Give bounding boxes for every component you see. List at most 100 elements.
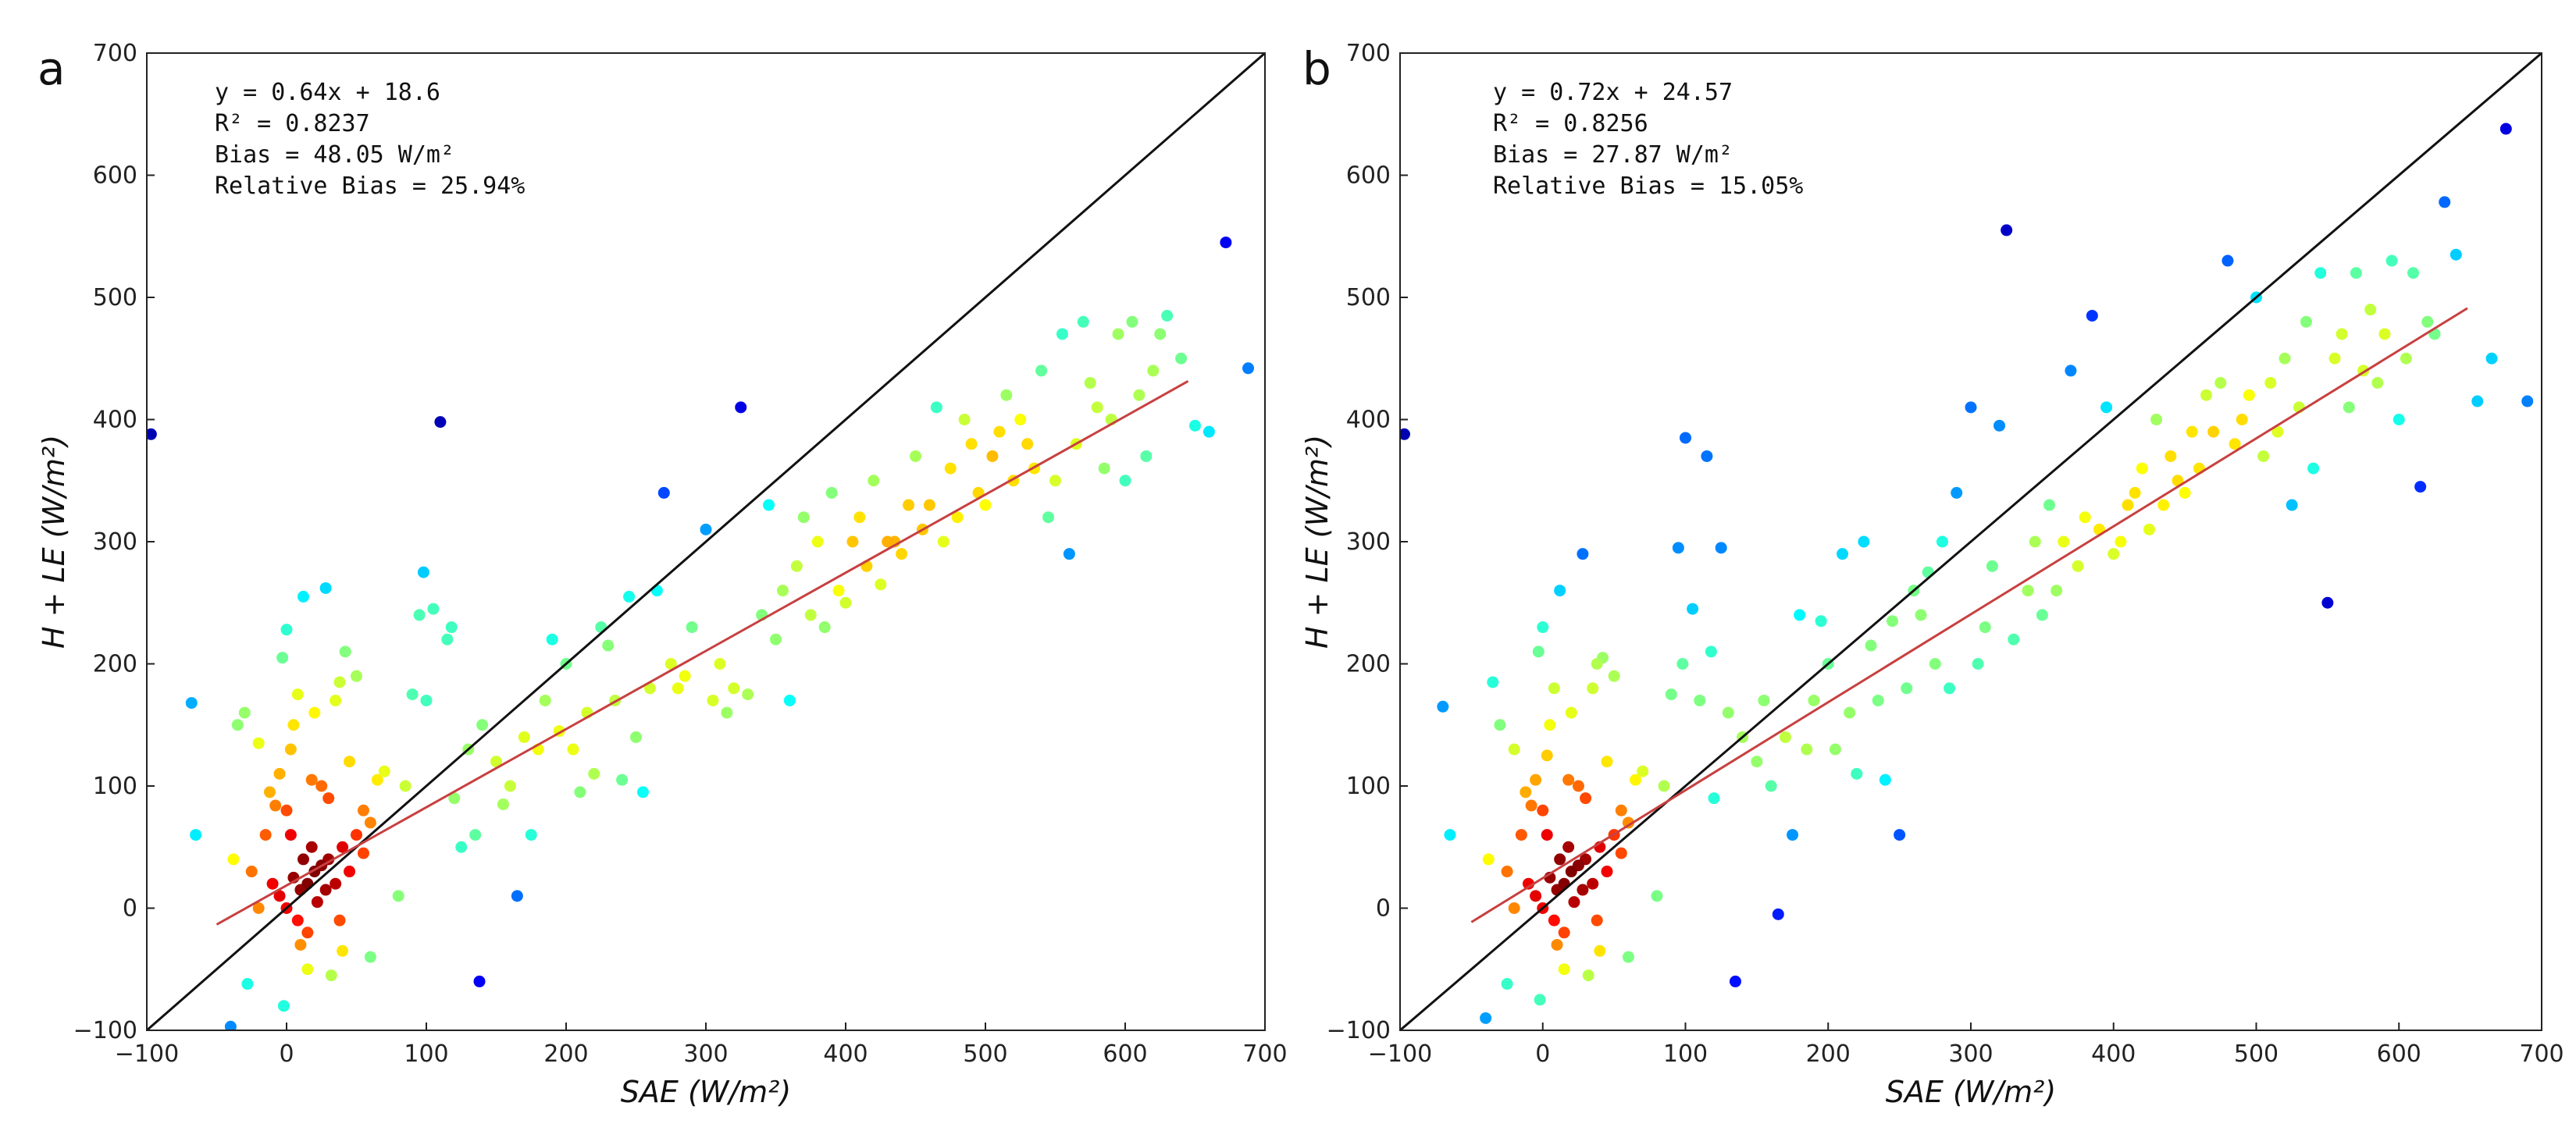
x-tick-label: −100 <box>1368 1040 1432 1068</box>
data-point <box>1520 786 1532 798</box>
data-point <box>657 486 670 499</box>
data-point <box>333 676 346 688</box>
data-point <box>1837 548 1849 560</box>
data-point <box>308 706 321 719</box>
data-point <box>2264 377 2277 389</box>
y-tick-label: 700 <box>93 40 137 67</box>
data-point <box>1622 816 1634 829</box>
data-point <box>2414 481 2427 493</box>
data-point <box>238 706 251 719</box>
data-point <box>1608 670 1620 682</box>
data-point <box>371 774 383 786</box>
data-point <box>1480 1012 1492 1024</box>
data-point <box>2499 123 2512 135</box>
data-point <box>357 804 369 816</box>
data-point <box>1532 646 1545 658</box>
data-point <box>672 682 684 695</box>
data-point <box>1119 475 1131 487</box>
panel-b-relative-bias: Relative Bias = 15.05% <box>1493 172 1803 200</box>
data-point <box>227 853 240 866</box>
x-tick-label: 200 <box>543 1040 588 1068</box>
data-point <box>2407 267 2420 279</box>
data-point <box>504 780 516 792</box>
data-point <box>2278 352 2291 365</box>
data-point <box>1665 688 1677 701</box>
data-point <box>337 944 349 957</box>
data-point <box>2471 395 2484 407</box>
data-point <box>339 646 351 658</box>
x-tick-label: 400 <box>823 1040 868 1068</box>
data-point <box>1112 328 1124 340</box>
data-point <box>1851 767 1863 780</box>
x-tick-label: 0 <box>1535 1040 1550 1068</box>
data-point <box>2439 196 2451 208</box>
x-tick-label: 100 <box>1663 1040 1708 1068</box>
data-point <box>259 829 272 841</box>
data-point <box>276 652 289 664</box>
data-point <box>1548 914 1560 926</box>
data-point <box>273 890 286 902</box>
data-point <box>1501 866 1513 878</box>
data-point <box>2385 254 2398 267</box>
data-point <box>832 585 845 597</box>
data-point <box>2086 309 2098 322</box>
data-point <box>1161 309 1174 322</box>
data-point <box>1562 774 1575 786</box>
y-tick-label: 500 <box>93 284 137 311</box>
y-tick-label: −100 <box>1327 1017 1391 1044</box>
data-point <box>2179 486 2191 499</box>
data-point <box>1487 676 1499 688</box>
data-point <box>636 786 649 798</box>
data-point <box>2229 438 2241 450</box>
one-to-one-line <box>1400 53 2542 1030</box>
panel-b-equation: y = 0.72x + 24.57 <box>1493 79 1733 106</box>
data-point <box>1622 951 1634 963</box>
data-point <box>2172 475 2184 487</box>
data-point <box>2143 523 2155 535</box>
data-point <box>2485 352 2498 365</box>
data-point <box>280 804 293 816</box>
data-point <box>2058 535 2070 548</box>
data-point <box>1765 780 1777 792</box>
data-point <box>1587 877 1599 890</box>
data-point <box>2043 499 2056 511</box>
y-tick-label: 0 <box>123 895 137 923</box>
data-point <box>1965 401 1977 414</box>
data-point <box>1437 700 1449 713</box>
data-point <box>2521 395 2534 407</box>
data-point <box>266 877 279 890</box>
data-point <box>1133 389 1145 401</box>
data-point <box>301 877 314 890</box>
data-point <box>1558 926 1570 939</box>
x-tick-label: 400 <box>2091 1040 2136 1068</box>
data-point <box>1615 847 1627 859</box>
data-point <box>1537 804 1549 816</box>
data-point <box>2214 377 2227 389</box>
data-point <box>714 658 726 670</box>
panel-b-ticks: −100 0 100 200 300 400 500 600 700 −100 0 100 200 300… <box>1327 40 2564 1068</box>
data-point <box>1554 585 1566 597</box>
data-point <box>1858 535 1870 548</box>
panel-b-xlabel: SAE (W/m²) <box>1886 1075 2056 1109</box>
data-point <box>1565 866 1577 878</box>
panel-a: a −100 0 100 200 300 400 500 600 700 −100 0 100 200 3… <box>37 40 1288 1109</box>
data-point <box>1049 475 1061 487</box>
data-point <box>1694 694 1706 706</box>
data-point <box>445 621 458 634</box>
data-point <box>1808 694 1820 706</box>
data-point <box>1515 829 1527 841</box>
data-point <box>434 416 447 429</box>
data-point <box>325 969 337 982</box>
data-point <box>301 963 314 976</box>
data-point <box>2050 585 2063 597</box>
data-point <box>783 694 796 706</box>
data-point <box>1140 450 1153 462</box>
data-point <box>364 951 376 963</box>
data-point <box>322 792 335 805</box>
y-tick-label: 700 <box>1346 40 1391 67</box>
data-point <box>473 975 486 987</box>
panel-a-ticks: −100 0 100 200 300 400 500 600 700 −100 0 100 200 300… <box>73 40 1288 1068</box>
data-point <box>231 719 244 731</box>
data-point <box>319 582 332 594</box>
data-point <box>1551 938 1563 951</box>
